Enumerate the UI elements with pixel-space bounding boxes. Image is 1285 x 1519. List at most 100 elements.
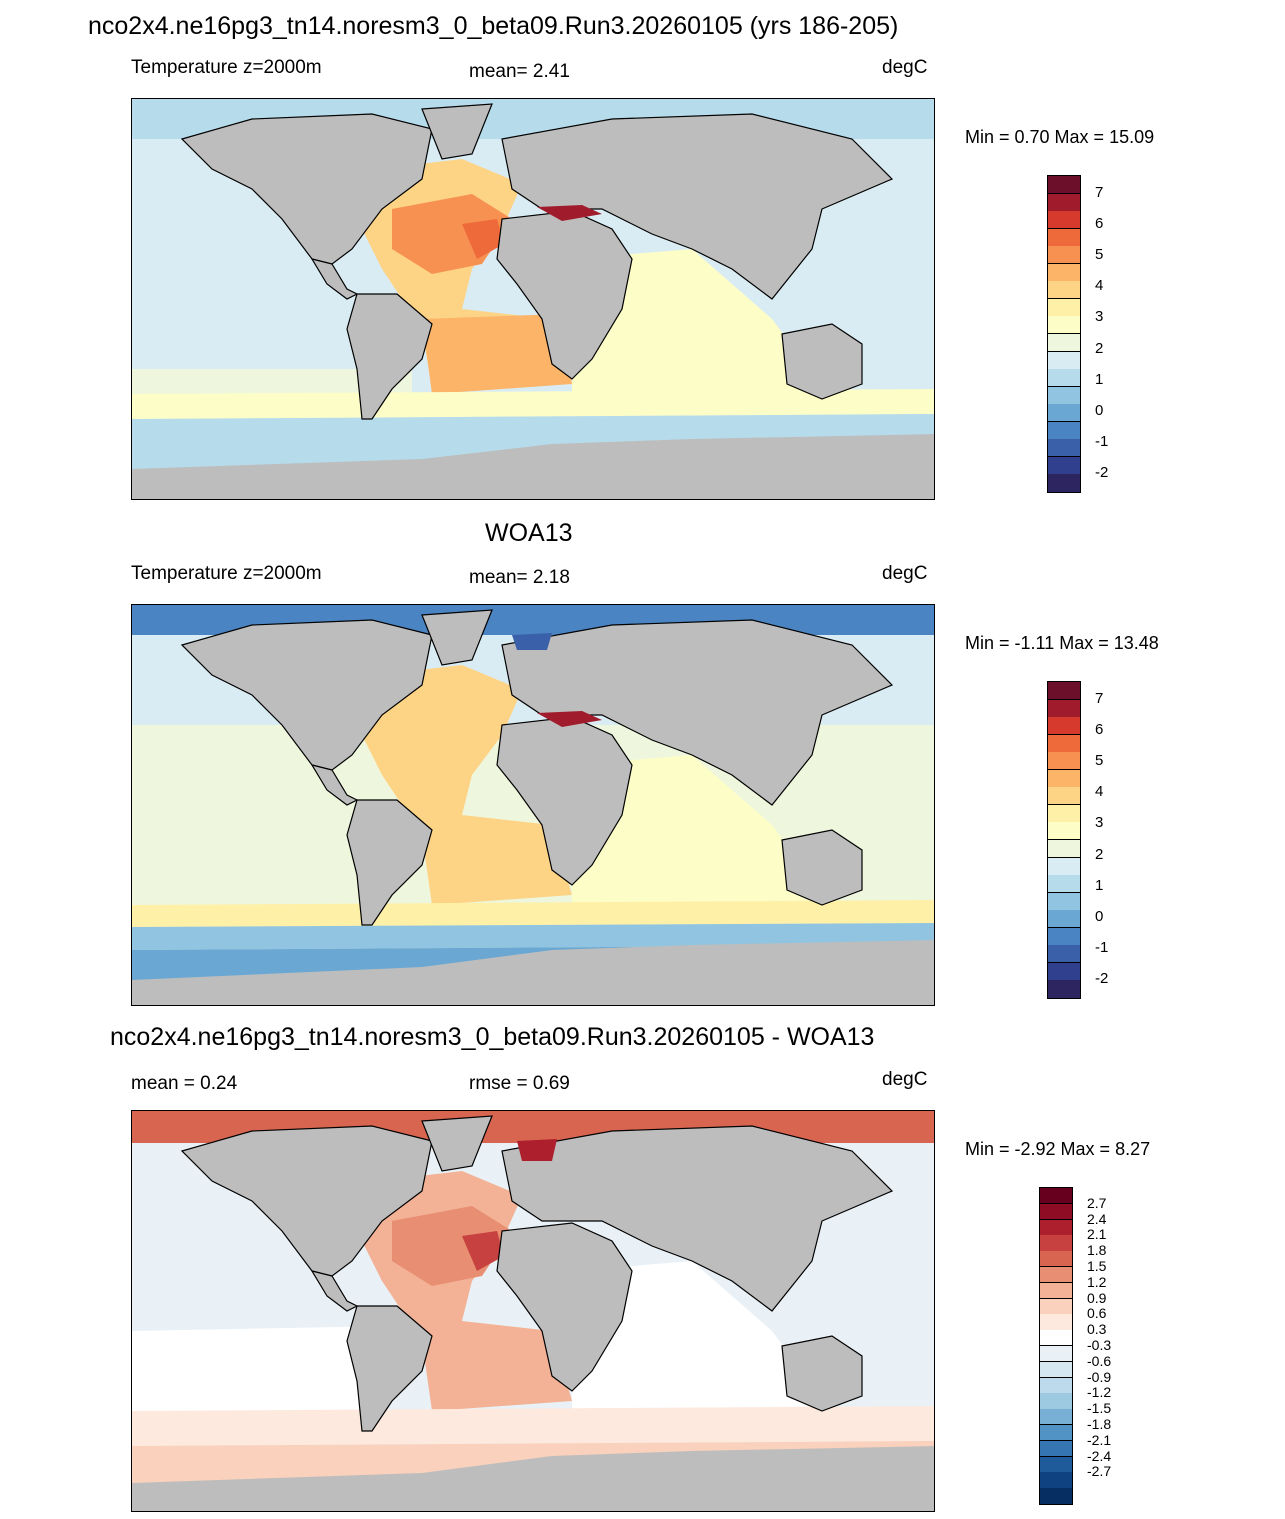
colorbar-tick-label: -1.8 — [1087, 1416, 1112, 1432]
colorbar-swatch — [1048, 787, 1080, 806]
colorbar-tick-label: 2.4 — [1087, 1210, 1107, 1227]
colorbar-tick-label: -2.7 — [1087, 1463, 1112, 1480]
colorbar-swatch — [1048, 980, 1080, 999]
colorbar-tick-label: 7 — [1095, 183, 1104, 201]
mediterranean — [537, 711, 602, 727]
labrador-sea — [512, 633, 552, 650]
colorbar-tick-label: 6 — [1095, 720, 1104, 738]
panel-1-mean-label: mean= 2.41 — [469, 61, 570, 82]
colorbar-swatch — [1040, 1472, 1072, 1489]
colorbar-tick-label: 1 — [1095, 876, 1104, 894]
indian-ocean — [572, 1261, 832, 1411]
colorbar-tick-label: 2.1 — [1087, 1226, 1107, 1243]
colorbar-swatch — [1040, 1298, 1072, 1315]
antarctica — [132, 940, 934, 1005]
panel-3-rmse-label: rmse = 0.69 — [469, 1073, 570, 1094]
colorbar-swatch — [1048, 456, 1080, 475]
panel-3-colorbar — [1039, 1187, 1073, 1505]
panel-1-heading: nco2x4.ne16pg3_tn14.noresm3_0_beta09.Run… — [88, 12, 899, 40]
colorbar-swatch — [1040, 1425, 1072, 1442]
colorbar-swatch — [1040, 1361, 1072, 1379]
colorbar-swatch — [1040, 1488, 1072, 1505]
colorbar-swatch — [1040, 1251, 1072, 1268]
labrador-anomaly — [517, 1139, 557, 1161]
colorbar-swatch — [1040, 1330, 1072, 1347]
colorbar-tick-label: 2 — [1095, 845, 1104, 863]
iberian-anomaly — [462, 1231, 504, 1271]
panel-3-heading: nco2x4.ne16pg3_tn14.noresm3_0_beta09.Run… — [110, 1023, 875, 1051]
colorbar-swatch — [1048, 804, 1080, 823]
colorbar-tick-label: 5 — [1095, 751, 1104, 769]
north-america — [180, 113, 433, 265]
colorbar-swatch — [1048, 769, 1080, 788]
colorbar-swatch — [1040, 1282, 1072, 1300]
colorbar-tick-label: 1.5 — [1087, 1258, 1107, 1274]
colorbar-tick-label: 6 — [1095, 214, 1104, 232]
iberian-core — [462, 219, 504, 259]
greenland — [421, 103, 493, 160]
colorbar-swatch — [1048, 404, 1080, 423]
colorbar-swatch — [1048, 875, 1080, 894]
panel-2-units-label: degC — [882, 563, 928, 584]
colorbar-swatch — [1048, 822, 1080, 841]
colorbar-tick-label: 0.9 — [1087, 1289, 1107, 1306]
panel-1-minmax: Min = 0.70 Max = 15.09 — [965, 127, 1155, 147]
africa — [496, 1222, 633, 1392]
colorbar-tick-label: -2.4 — [1087, 1447, 1112, 1464]
colorbar-swatch — [1048, 910, 1080, 929]
panel-1-variable-label: Temperature z=2000m — [131, 57, 322, 78]
panel-3-map-svg — [132, 1111, 934, 1511]
colorbar-swatch — [1048, 734, 1080, 753]
colorbar-tick-label: 0.3 — [1087, 1321, 1107, 1338]
colorbar-swatch — [1048, 892, 1080, 911]
colorbar-swatch — [1048, 840, 1080, 859]
panel-2-map — [131, 604, 935, 1006]
panel-1-map — [131, 98, 935, 500]
colorbar-tick-label: -0.9 — [1087, 1368, 1112, 1385]
colorbar-swatch — [1048, 386, 1080, 405]
colorbar-tick-label: -0.6 — [1087, 1352, 1112, 1369]
south-america — [346, 799, 433, 926]
colorbar-swatch — [1048, 246, 1080, 265]
africa — [496, 716, 633, 886]
colorbar-swatch — [1048, 752, 1080, 771]
panel-3-minmax: Min = -2.92 Max = 8.27 — [965, 1139, 1151, 1159]
indian-ocean — [572, 755, 832, 905]
africa — [496, 210, 633, 380]
colorbar-swatch — [1048, 682, 1080, 701]
panel-1-colorbar — [1047, 175, 1081, 493]
south-america — [346, 1305, 433, 1432]
colorbar-swatch — [1048, 228, 1080, 247]
colorbar-tick-label: 0.6 — [1087, 1305, 1107, 1322]
australia — [781, 323, 863, 400]
colorbar-tick-label: 1.8 — [1087, 1242, 1107, 1259]
panel-1-units-label: degC — [882, 57, 928, 78]
colorbar-swatch — [1048, 281, 1080, 300]
colorbar-swatch — [1048, 298, 1080, 317]
colorbar-swatch — [1040, 1377, 1072, 1394]
panel-2-colorbar — [1047, 681, 1081, 999]
colorbar-tick-label: 1 — [1095, 370, 1104, 388]
australia — [781, 1335, 863, 1412]
south-atlantic — [422, 314, 572, 394]
colorbar-swatch — [1040, 1235, 1072, 1252]
indian-ocean — [572, 249, 832, 399]
atlantic-warm-region — [362, 665, 572, 905]
colorbar-swatch — [1048, 316, 1080, 335]
colorbar-swatch — [1048, 717, 1080, 736]
panel-3-map — [131, 1110, 935, 1512]
mediterranean — [537, 205, 602, 221]
colorbar-swatch — [1040, 1188, 1072, 1205]
greenland — [421, 609, 493, 666]
colorbar-swatch — [1040, 1203, 1072, 1221]
southern-ocean-1 — [132, 923, 934, 950]
colorbar-tick-label: 0 — [1095, 908, 1104, 926]
panel-2-variable-label: Temperature z=2000m — [131, 563, 322, 584]
colorbar-swatch — [1048, 857, 1080, 876]
colorbar-swatch — [1048, 351, 1080, 370]
north-america — [180, 1125, 433, 1277]
colorbar-tick-label: -1.2 — [1087, 1384, 1112, 1401]
panel-1-map-svg — [132, 99, 934, 499]
north-america — [180, 619, 433, 771]
colorbar-tick-label: -2.1 — [1087, 1431, 1112, 1448]
